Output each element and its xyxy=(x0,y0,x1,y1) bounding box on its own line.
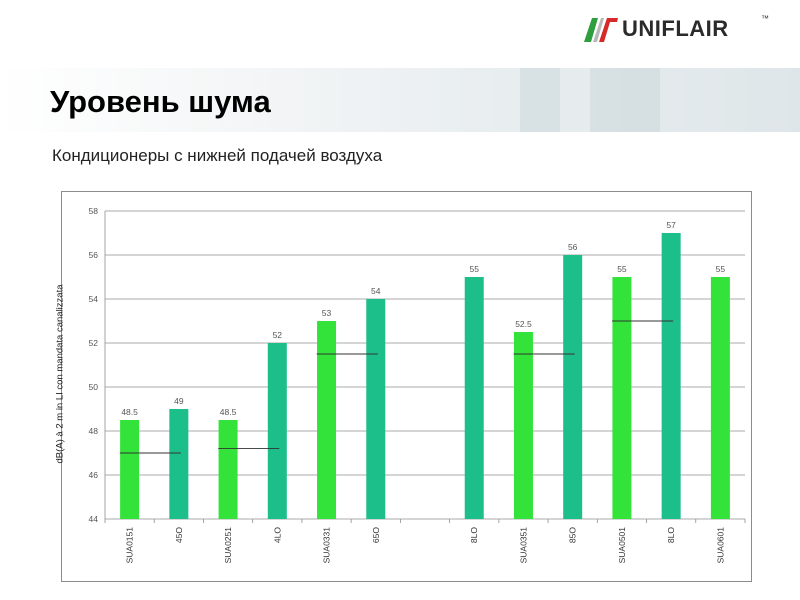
x-tick-label: 45O xyxy=(174,527,184,543)
data-label: 52.5 xyxy=(515,319,532,329)
data-label: 52 xyxy=(273,330,283,340)
x-tick-label: 65O xyxy=(371,527,381,543)
x-tick-label: 85O xyxy=(568,527,578,543)
bar xyxy=(218,420,238,519)
x-tick-label: 8LO xyxy=(469,527,479,543)
data-label: 55 xyxy=(469,264,479,274)
data-label: 55 xyxy=(716,264,726,274)
x-tick-label: SUA0351 xyxy=(518,527,528,564)
y-tick-label: 58 xyxy=(89,206,99,216)
bar-chart: 58 56 54 52 50 48 46 44 48.5 SUA0151 49 45O 48.5 SUA0… xyxy=(89,206,746,564)
bar xyxy=(317,321,337,519)
page-subtitle: Кондиционеры с нижней подачей воздуха xyxy=(52,146,383,165)
y-tick-label: 56 xyxy=(89,250,99,260)
uniflair-logo-mark-icon xyxy=(584,18,618,42)
bar xyxy=(612,277,632,519)
y-axis-label: dB(A) à 2 m in LI con mandata canalizzat… xyxy=(54,284,66,464)
x-tick-label: 4LO xyxy=(272,527,282,543)
chart-frame: 58 56 54 52 50 48 46 44 48.5 SUA0151 49 45O 48.5 SUA0… xyxy=(61,191,752,582)
data-label: 57 xyxy=(666,220,676,230)
y-tick-label: 48 xyxy=(89,426,99,436)
header-band xyxy=(0,68,800,132)
y-tick-label: 44 xyxy=(89,514,99,524)
data-label: 48.5 xyxy=(220,407,237,417)
page-title: Уровень шума xyxy=(50,84,271,119)
bar xyxy=(513,332,533,519)
bar xyxy=(267,343,287,519)
bar xyxy=(169,409,189,519)
uniflair-logo: UNIFLAIR ™ xyxy=(582,14,772,44)
y-tick-label: 46 xyxy=(89,470,99,480)
data-label: 55 xyxy=(617,264,627,274)
bar xyxy=(120,420,140,519)
logo-wordmark: UNIFLAIR xyxy=(622,16,729,41)
data-label: 56 xyxy=(568,242,578,252)
y-tick-label: 50 xyxy=(89,382,99,392)
bar xyxy=(366,299,386,519)
bar xyxy=(464,277,484,519)
data-label: 49 xyxy=(174,396,184,406)
bar xyxy=(563,255,583,519)
y-tick-label: 54 xyxy=(89,294,99,304)
logo-trademark: ™ xyxy=(761,14,769,23)
x-tick-label: SUA0251 xyxy=(223,527,233,564)
bar xyxy=(710,277,730,519)
x-tick-label: SUA0331 xyxy=(322,527,332,564)
data-label: 54 xyxy=(371,286,381,296)
x-tick-label: 8LO xyxy=(666,527,676,543)
x-tick-label: SUA0151 xyxy=(125,527,135,564)
y-tick-label: 52 xyxy=(89,338,99,348)
header-decoration xyxy=(590,68,660,132)
header-decoration xyxy=(520,68,560,132)
bar xyxy=(661,233,681,519)
data-label: 48.5 xyxy=(121,407,138,417)
data-label: 53 xyxy=(322,308,332,318)
x-tick-label: SUA0501 xyxy=(617,527,627,564)
x-tick-label: SUA0601 xyxy=(715,527,725,564)
